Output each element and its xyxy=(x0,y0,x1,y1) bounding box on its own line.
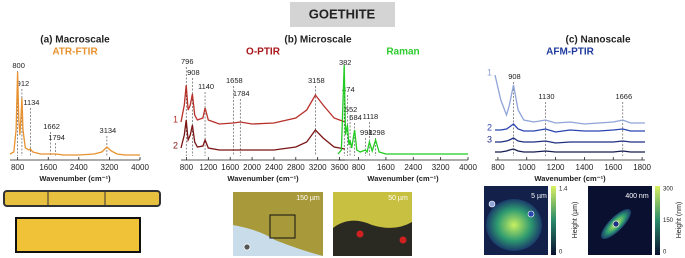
x-tick-label: 3200 xyxy=(101,163,119,172)
peak-label: 796 xyxy=(181,57,194,66)
spectrum xyxy=(494,74,645,125)
peak-label: 1658 xyxy=(226,76,243,85)
peak-label: 1662 xyxy=(43,122,60,131)
figure-title: GOETHITE xyxy=(309,6,376,21)
colorbar-tick-label: 1.4 xyxy=(559,187,568,193)
x-tick-label: 1800 xyxy=(633,163,651,172)
peak-label: 1298 xyxy=(368,128,385,137)
zoom-box xyxy=(269,214,296,239)
x-tick-label: 4000 xyxy=(131,163,149,172)
peak-label: 3134 xyxy=(100,126,117,135)
peak-label: 1118 xyxy=(363,112,379,121)
spectrum xyxy=(180,84,346,125)
peak-label: 1134 xyxy=(23,98,39,107)
scale-bar-label: 5 µm xyxy=(531,193,547,200)
x-tick-label: 800 xyxy=(491,163,505,172)
peak-label: 1784 xyxy=(233,89,250,98)
x-tick-label: 1600 xyxy=(377,163,395,172)
scale-bar-label: 150 µm xyxy=(296,195,320,202)
peak-label: 1130 xyxy=(538,92,554,101)
x-tick-label: 1000 xyxy=(518,163,536,172)
x-tick-label: 1200 xyxy=(547,163,565,172)
peak-label: 1666 xyxy=(615,92,632,101)
spot xyxy=(527,210,535,218)
spot xyxy=(243,243,251,251)
series-label: 3 xyxy=(487,134,492,144)
x-tick-label: 2000 xyxy=(243,163,261,172)
spectrum xyxy=(180,119,346,151)
spectrum xyxy=(337,64,468,155)
x-tick-label: 800 xyxy=(352,163,366,172)
chart-title: ATR-FTIR xyxy=(52,47,98,58)
peak-label: 912 xyxy=(17,79,30,88)
peak-label: 908 xyxy=(508,72,521,81)
peak-label: 552 xyxy=(345,105,358,114)
chart-title: AFM-PTIR xyxy=(546,47,595,58)
x-tick-label: 2400 xyxy=(265,163,283,172)
x-axis-label: Wavenumber (cm⁻¹) xyxy=(367,174,439,183)
peak-label: 382 xyxy=(339,58,352,67)
x-tick-label: 3200 xyxy=(309,163,327,172)
x-axis-label: Wavenumber (cm⁻¹) xyxy=(39,174,111,183)
x-tick-label: 800 xyxy=(11,163,25,172)
spot xyxy=(356,230,364,238)
x-tick-label: 3600 xyxy=(331,163,349,172)
series-label: 2 xyxy=(173,140,178,150)
chart-title: Raman xyxy=(386,47,419,58)
section-title: (a) Macroscale xyxy=(40,35,110,46)
afm-feature xyxy=(486,199,542,251)
x-tick-label: 3200 xyxy=(432,163,450,172)
x-tick-label: 1600 xyxy=(221,163,239,172)
section-title: (c) Nanoscale xyxy=(565,35,630,46)
peak-label: 684 xyxy=(349,113,362,122)
peak-label: 1140 xyxy=(198,82,214,91)
x-tick-label: 2800 xyxy=(287,163,305,172)
x-axis-label: Wavenumber (cm⁻¹) xyxy=(227,174,299,183)
spot xyxy=(488,200,496,208)
peak-label: 800 xyxy=(12,61,25,70)
x-tick-label: 1200 xyxy=(199,163,217,172)
peak-label: 908 xyxy=(187,68,200,77)
colorbar-tick-label: 300 xyxy=(663,187,674,193)
sample-zoom xyxy=(15,217,141,253)
colorbar-label: Height (nm) xyxy=(676,202,683,239)
colorbar-tick-label: 0 xyxy=(663,250,667,256)
x-tick-label: 1600 xyxy=(39,163,57,172)
colorbar-tick-label: 150 xyxy=(663,218,674,224)
title-box xyxy=(290,2,395,27)
peak-label: 474 xyxy=(342,85,355,94)
peak-label: 3158 xyxy=(308,76,325,85)
scale-bar-label: 400 nm xyxy=(625,193,649,200)
x-tick-label: 2400 xyxy=(70,163,88,172)
x-tick-label: 2400 xyxy=(404,163,422,172)
chart-title: O-PTIR xyxy=(246,47,281,58)
x-tick-label: 1400 xyxy=(576,163,594,172)
scale-bar-label: 50 µm xyxy=(388,195,408,202)
series-label: 1 xyxy=(173,114,178,124)
series-label: 2 xyxy=(487,122,492,132)
colorbar-tick-label: 0 xyxy=(559,250,563,256)
x-tick-label: 4000 xyxy=(459,163,477,172)
x-tick-label: 800 xyxy=(180,163,194,172)
colorbar xyxy=(655,186,660,255)
micrograph-region xyxy=(233,225,323,256)
colorbar xyxy=(551,186,556,255)
spectrum xyxy=(9,71,140,156)
spot xyxy=(399,236,407,244)
colorbar-label: Height (µm) xyxy=(572,202,579,239)
series-label: 1 xyxy=(487,67,492,77)
peak-label: 998 xyxy=(360,128,373,137)
spectrum xyxy=(495,148,645,153)
sample-strip xyxy=(3,190,161,207)
spectrum xyxy=(495,137,645,144)
x-axis-label: Wavenumber (cm⁻¹) xyxy=(534,174,606,183)
spot xyxy=(612,220,620,228)
micrograph-region xyxy=(333,220,412,256)
peak-label: 1794 xyxy=(48,133,65,142)
section-title: (b) Microscale xyxy=(284,35,352,46)
x-tick-label: 1600 xyxy=(604,163,622,172)
spectrum xyxy=(495,123,645,133)
